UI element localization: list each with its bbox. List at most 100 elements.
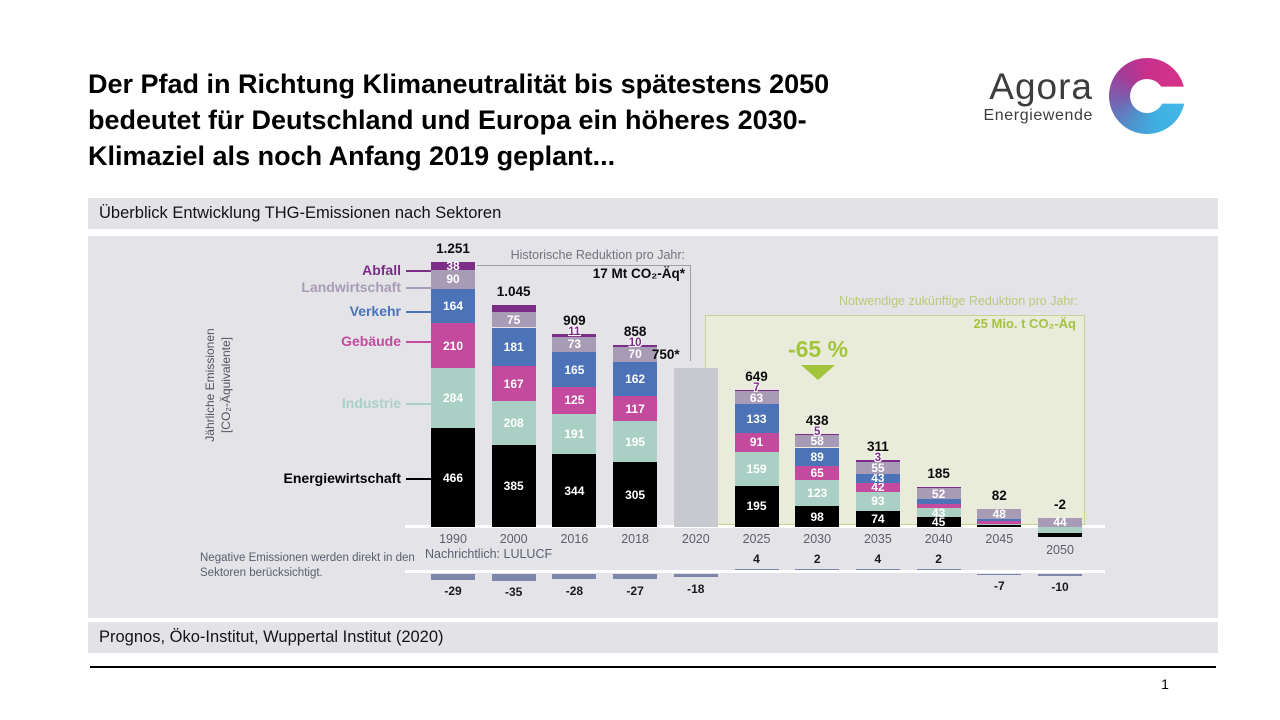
bar-segment-gebäude-2018: 117 [613, 396, 658, 421]
future-reduction-label: Notwendige zukünftige Reduktion pro Jahr… [838, 294, 1078, 308]
lulucf-baseline [405, 570, 1105, 573]
down-arrow-icon [801, 365, 835, 380]
bar-segment-abfall-2040 [916, 486, 961, 489]
lulucf-bar-2035 [855, 569, 900, 571]
total-2018: 858 [623, 323, 647, 339]
segment-value-industrie-2018: 195 [625, 434, 646, 449]
lulucf-bar-2045 [977, 573, 1022, 575]
bar-segment-landwirtschaft-1990: 90 [431, 269, 475, 289]
segment-value-industrie-2016: 191 [564, 426, 585, 441]
chart-header-title: Überblick Entwicklung THG-Emissionen nac… [99, 204, 502, 222]
x-tick-2030: 2030 [803, 532, 832, 546]
bar-segment-verkehr-2018: 162 [613, 361, 658, 397]
bar-segment-energiewirtschaft-2016: 344 [552, 454, 597, 527]
lulucf-value-2020: -18 [687, 581, 705, 596]
legend-gebäude: Gebäude [341, 333, 401, 349]
lulucf-bar-2025 [734, 569, 779, 571]
segment-value-energiewirtschaft-2016: 344 [564, 483, 585, 498]
legend-line-industrie [406, 403, 431, 405]
segment-value-industrie-2040: 43 [931, 505, 946, 520]
bar-segment-verkehr-2025: 133 [734, 404, 779, 433]
bar-segment-abfall-2000 [491, 305, 536, 312]
total-2020: 750* [651, 347, 680, 362]
x-tick-2020: 2020 [681, 532, 710, 546]
page-number: 1 [1161, 676, 1169, 692]
bar-segment-industrie-2050 [1038, 527, 1082, 533]
segment-value-energiewirtschaft-2025: 195 [746, 499, 767, 514]
lulucf-value-2025: 4 [753, 552, 760, 567]
segment-value-landwirtschaft-2030: 58 [810, 434, 824, 449]
bar-2020 [673, 368, 718, 527]
chart-header-strip: Überblick Entwicklung THG-Emissionen nac… [88, 198, 1218, 229]
bar-segment-verkehr-2016: 165 [552, 352, 597, 388]
segment-value-verkehr-2000: 181 [503, 339, 524, 354]
source-text: Prognos, Öko-Institut, Wuppertal Institu… [99, 628, 444, 646]
lulucf-bar-2020 [673, 573, 718, 578]
segment-value-gebäude-2016: 125 [564, 393, 585, 408]
x-tick-2045: 2045 [985, 532, 1014, 546]
historic-bracket-vline [690, 265, 691, 361]
lulucf-value-2030: 2 [813, 552, 821, 567]
y-axis-label-line1: Jährliche Emissionen [203, 328, 217, 442]
agora-logo: Agora Energiewende [984, 58, 1187, 134]
historic-reduction-label: Historische Reduktion pro Jahr: [510, 248, 685, 262]
bar-segment-industrie-1990: 284 [431, 368, 475, 429]
lulucf-label: Nachrichtlich: LULUCF [425, 547, 553, 561]
segment-value-landwirtschaft-2035: 55 [871, 460, 885, 475]
segment-value-industrie-2000: 208 [503, 416, 524, 431]
agora-logo-text: Agora Energiewende [984, 67, 1094, 125]
segment-value-verkehr-2018: 162 [625, 372, 646, 387]
bar-segment-energiewirtschaft-2025: 195 [734, 485, 779, 527]
bar-segment-industrie-2045 [977, 523, 1022, 526]
lulucf-value-2000: -35 [505, 585, 523, 600]
bar-segment-gebäude-2040 [916, 503, 961, 509]
bar-segment-energiewirtschaft-2035: 74 [855, 511, 900, 527]
source-strip: Prognos, Öko-Institut, Wuppertal Institu… [88, 622, 1218, 653]
bar-segment-energiewirtschaft-1990: 466 [431, 428, 475, 527]
total-2000: 1.045 [496, 284, 531, 300]
legend-line-energiewirtschaft [406, 478, 431, 480]
bar-segment-landwirtschaft-2016: 73 [552, 336, 597, 353]
legend-line-landwirtschaft [406, 287, 431, 289]
total-2035: 311 [867, 439, 889, 455]
segment-value-energiewirtschaft-2035: 74 [871, 512, 885, 527]
lulucf-value-2045: -7 [993, 579, 1005, 594]
bar-segment-landwirtschaft-2000: 75 [491, 311, 536, 328]
bar-segment-landwirtschaft-2025: 63 [734, 391, 779, 405]
bar-segment-abfall-2018 [613, 344, 658, 347]
bar-segment-energiewirtschaft-2000: 385 [491, 445, 536, 527]
segment-value-abfall-2030: 5 [813, 425, 821, 438]
slide-title-line2: bedeutet für Deutschland und Europa ein … [88, 105, 807, 135]
segment-value-industrie-2030: 123 [807, 486, 828, 501]
bar-segment-energiewirtschaft-2045 [977, 525, 1022, 527]
segment-value-gebäude-2035: 42 [871, 480, 885, 495]
legend-industrie: Industrie [341, 395, 401, 411]
agora-ring-icon [1109, 58, 1187, 134]
segment-value-verkehr-2030: 89 [810, 449, 824, 464]
historic-bracket-hline [477, 265, 690, 266]
bar-segment-verkehr-2035: 43 [855, 471, 900, 486]
bar-segment-landwirtschaft-2030: 58 [795, 434, 840, 449]
lulucf-bar-2050 [1038, 573, 1082, 576]
y-axis-label: Jährliche Emissionen [CO₂-Äquivalente] [202, 285, 236, 485]
total-2025: 649 [745, 368, 768, 384]
lulucf-bar-2016 [552, 573, 597, 580]
segment-value-abfall-1990: 38 [446, 258, 460, 273]
segment-value-landwirtschaft-2050: 44 [1053, 515, 1067, 530]
bar-segment-verkehr-1990: 164 [431, 288, 475, 324]
x-tick-2035: 2035 [863, 532, 892, 546]
total-2030: 438 [805, 412, 829, 428]
segment-value-verkehr-2035: 43 [871, 471, 885, 486]
lulucf-bar-2000 [491, 573, 536, 581]
legend-abfall: Abfall [362, 262, 401, 278]
bar-segment-abfall-2035 [855, 460, 900, 462]
bar-segment-energiewirtschaft-2018: 305 [613, 462, 658, 527]
bar-segment-gebäude-2025: 91 [734, 432, 779, 452]
bar-segment-verkehr-2000: 181 [491, 327, 536, 366]
bar-segment-industrie-2030: 123 [795, 480, 840, 507]
bar-segment-abfall-1990: 38 [431, 258, 475, 273]
bar-segment-energiewirtschaft-2030: 98 [795, 506, 840, 527]
segment-value-abfall-2016: 11 [568, 326, 581, 339]
bar-segment-energiewirtschaft-2040: 45 [916, 515, 961, 529]
